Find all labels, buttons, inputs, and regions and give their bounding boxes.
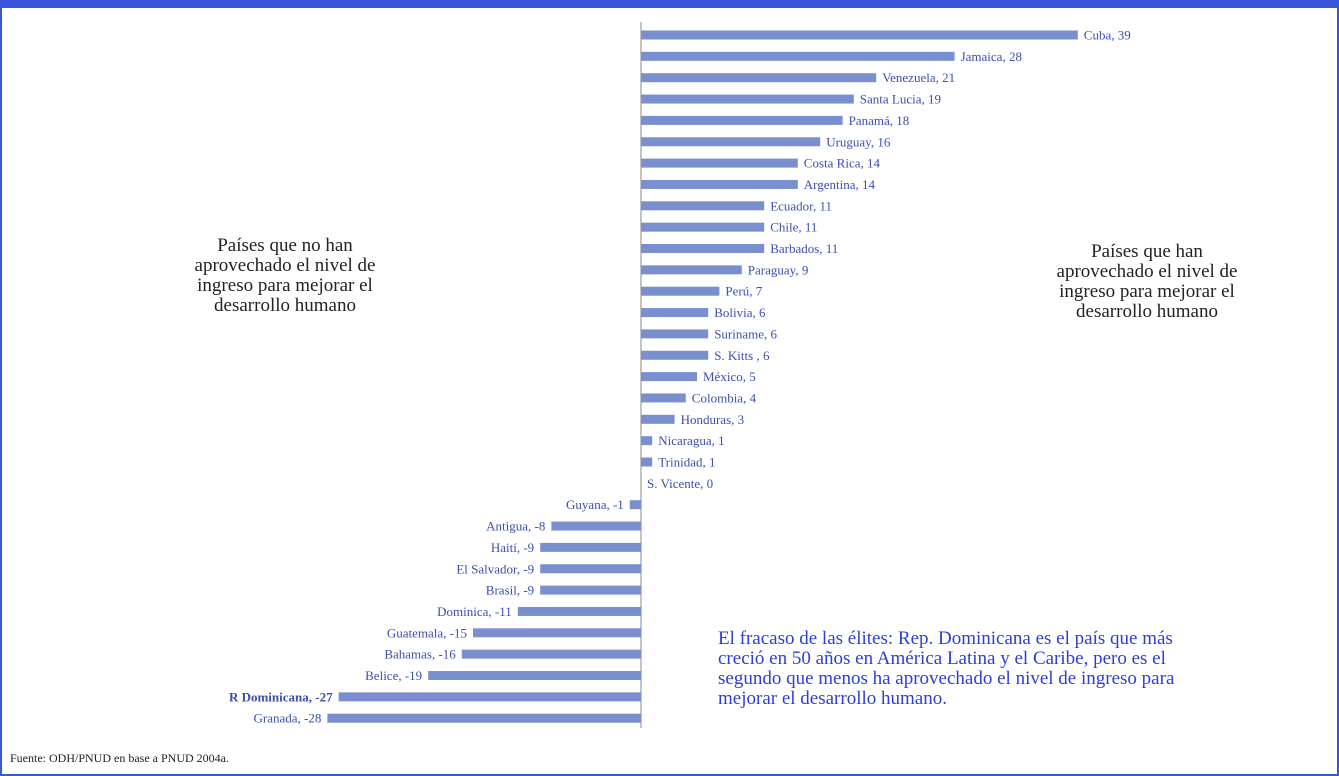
bar-r-dominicana [338, 692, 641, 702]
bar-label: S. Vicente, 0 [647, 476, 713, 491]
bar-label: Brasil, -9 [486, 583, 534, 598]
bar-trinidad [641, 457, 653, 467]
bar-label: Suriname, 6 [714, 326, 777, 341]
bar-venezuela [641, 73, 877, 83]
highlight-annotation: El fracaso de las élites: Rep. Dominican… [718, 628, 1175, 709]
bar-uruguay [641, 137, 821, 147]
bar-bahamas [461, 649, 641, 659]
bar-label: Venezuela, 21 [882, 70, 955, 85]
right-annotation: Países que han aprovechado el nivel de i… [1056, 241, 1238, 322]
bar-argentina [641, 179, 798, 189]
bar-per- [641, 286, 720, 296]
bar-ecuador [641, 201, 765, 211]
bar-santa-lucia [641, 94, 854, 104]
bar-s-kitts [641, 350, 709, 360]
bar-label: Haití, -9 [491, 540, 534, 555]
bar-label: Antigua, -8 [486, 519, 545, 534]
bar-costa-rica [641, 158, 798, 168]
bar-barbados [641, 244, 765, 253]
bar-label: S. Kitts , 6 [714, 348, 770, 363]
bar-label: Argentina, 14 [804, 177, 876, 192]
bar-label: Granada, -28 [254, 711, 322, 726]
bar-label: Guatemala, -15 [387, 625, 467, 640]
bar-jamaica [641, 51, 955, 61]
bar-colombia [641, 393, 686, 403]
bar-granada [327, 713, 641, 723]
bar-label: Perú, 7 [725, 284, 762, 299]
bar-label: Belice, -19 [365, 668, 422, 683]
bar-panam- [641, 115, 843, 125]
bar-brasil [540, 585, 641, 595]
bar-label: Paraguay, 9 [748, 262, 809, 277]
bar-dominica [517, 606, 641, 616]
bar-label: Uruguay, 16 [826, 134, 891, 149]
bar-guatemala [473, 628, 641, 638]
bar-label: El Salvador, -9 [456, 561, 534, 576]
bar-label: Colombia, 4 [692, 390, 757, 405]
bar-guyana [629, 500, 641, 510]
bar-label: Bahamas, -16 [384, 647, 456, 662]
bar-antigua [551, 521, 641, 531]
bar-label: Dominica, -11 [437, 604, 512, 619]
bar-label: Trinidad, 1 [658, 455, 715, 470]
bar-label: Bolivia, 6 [714, 305, 766, 320]
bar-label: R Dominicana, -27 [229, 689, 333, 704]
bar-m-xico [641, 372, 697, 382]
bar-label: Guyana, -1 [566, 497, 624, 512]
frame-top-bar [2, 2, 1337, 8]
source-note: Fuente: ODH/PNUD en base a PNUD 2004a. [10, 751, 229, 765]
bar-label: Santa Lucia, 19 [860, 92, 941, 107]
bar-hait- [540, 542, 641, 552]
bar-nicaragua [641, 436, 653, 446]
bar-label: Panamá, 18 [849, 113, 910, 128]
bar-label: México, 5 [703, 369, 756, 384]
bar-belice [428, 671, 641, 680]
left-annotation: Países que no han aprovechado el nivel d… [194, 235, 376, 316]
bar-label: Cuba, 39 [1084, 28, 1131, 43]
bar-label: Jamaica, 28 [961, 49, 1022, 64]
bar-chile [641, 222, 765, 232]
bar-label: Chile, 11 [770, 220, 817, 235]
bar-label: Nicaragua, 1 [658, 433, 724, 448]
bar-honduras [641, 414, 675, 424]
bar-paraguay [641, 265, 742, 275]
bar-suriname [641, 329, 709, 339]
bar-label: Costa Rica, 14 [804, 156, 881, 171]
bar-label: Barbados, 11 [770, 241, 838, 256]
bar-label: Ecuador, 11 [770, 198, 832, 213]
bar-label: Honduras, 3 [681, 412, 745, 427]
bar-el-salvador [540, 564, 641, 574]
bar-cuba [641, 30, 1078, 40]
bar-bolivia [641, 308, 709, 318]
